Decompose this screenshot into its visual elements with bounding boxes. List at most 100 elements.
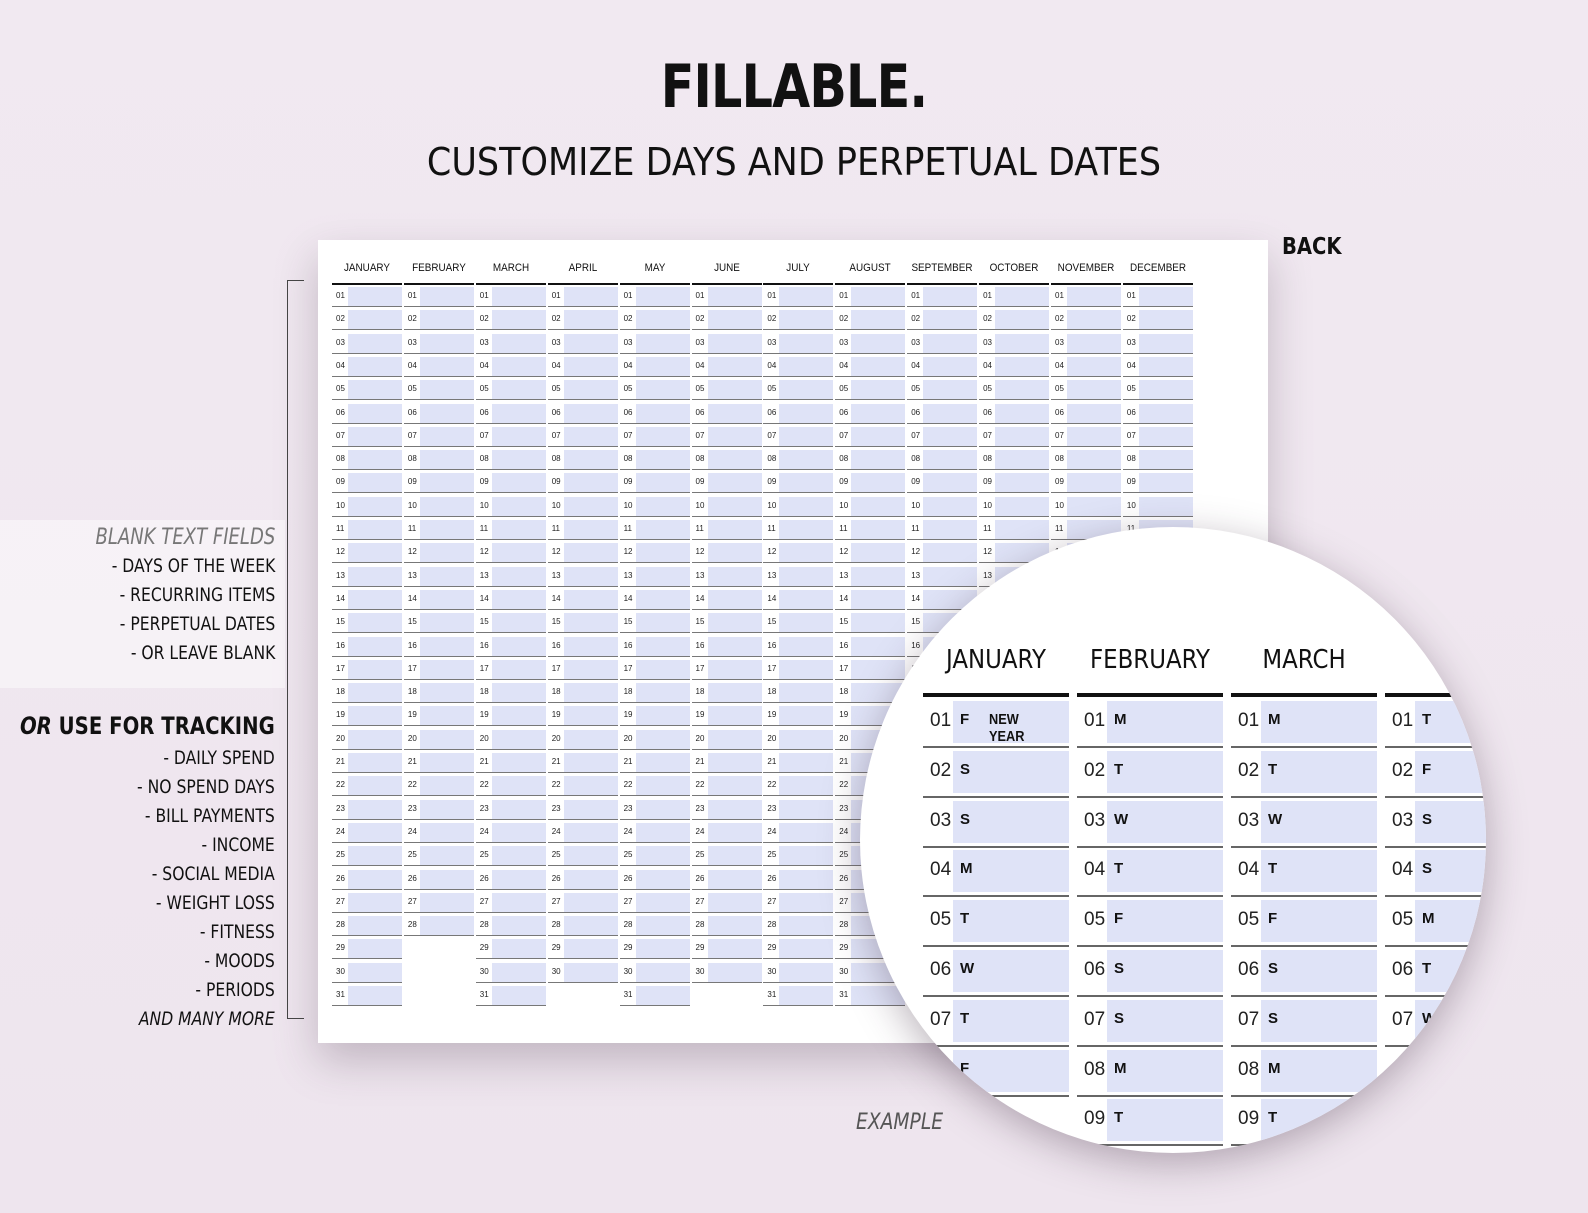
day-text-field[interactable] xyxy=(923,380,978,400)
day-text-field[interactable] xyxy=(635,822,690,842)
day-text-field[interactable] xyxy=(348,986,402,1005)
day-text-field[interactable] xyxy=(707,706,762,726)
day-text-field[interactable] xyxy=(1138,310,1193,330)
zoom-day-text-field[interactable] xyxy=(1415,850,1486,893)
day-text-field[interactable] xyxy=(995,496,1050,516)
day-text-field[interactable] xyxy=(491,892,546,912)
day-text-field[interactable] xyxy=(419,380,474,400)
day-text-field[interactable] xyxy=(707,520,762,539)
day-text-field[interactable] xyxy=(779,799,834,819)
day-text-field[interactable] xyxy=(779,287,834,306)
day-text-field[interactable] xyxy=(419,333,474,353)
day-text-field[interactable] xyxy=(635,683,690,703)
day-text-field[interactable] xyxy=(419,403,474,423)
day-text-field[interactable] xyxy=(779,496,834,516)
day-text-field[interactable] xyxy=(348,776,402,796)
zoom-day-text-field[interactable] xyxy=(1107,999,1223,1042)
day-text-field[interactable] xyxy=(707,473,762,493)
day-text-field[interactable] xyxy=(707,380,762,400)
day-text-field[interactable] xyxy=(635,939,690,959)
day-text-field[interactable] xyxy=(635,869,690,889)
day-text-field[interactable] xyxy=(635,729,690,749)
day-text-field[interactable] xyxy=(779,869,834,889)
day-text-field[interactable] xyxy=(851,636,906,656)
day-text-field[interactable] xyxy=(563,729,618,749)
zoom-day-text-field[interactable] xyxy=(1107,701,1223,743)
day-text-field[interactable] xyxy=(419,916,474,936)
day-text-field[interactable] xyxy=(491,776,546,796)
day-text-field[interactable] xyxy=(563,380,618,400)
day-text-field[interactable] xyxy=(419,543,474,563)
day-text-field[interactable] xyxy=(491,380,546,400)
day-text-field[interactable] xyxy=(348,356,402,376)
day-text-field[interactable] xyxy=(635,846,690,866)
zoom-day-text-field[interactable] xyxy=(1107,1049,1223,1092)
day-text-field[interactable] xyxy=(635,520,690,539)
day-text-field[interactable] xyxy=(923,543,978,563)
day-text-field[interactable] xyxy=(348,566,402,586)
day-text-field[interactable] xyxy=(779,566,834,586)
day-text-field[interactable] xyxy=(563,916,618,936)
zoom-day-text-field[interactable] xyxy=(953,999,1069,1042)
zoom-day-text-field[interactable] xyxy=(1107,750,1223,793)
day-text-field[interactable] xyxy=(491,496,546,516)
day-text-field[interactable] xyxy=(348,753,402,772)
day-text-field[interactable] xyxy=(707,589,762,609)
day-text-field[interactable] xyxy=(707,450,762,470)
day-text-field[interactable] xyxy=(1138,473,1193,493)
day-text-field[interactable] xyxy=(419,450,474,470)
day-text-field[interactable] xyxy=(779,543,834,563)
day-text-field[interactable] xyxy=(1067,473,1121,493)
day-text-field[interactable] xyxy=(851,333,906,353)
day-text-field[interactable] xyxy=(635,916,690,936)
day-text-field[interactable] xyxy=(995,287,1050,306)
zoom-day-text-field[interactable] xyxy=(1261,701,1377,743)
day-text-field[interactable] xyxy=(491,962,546,982)
day-text-field[interactable] xyxy=(923,520,978,539)
day-text-field[interactable] xyxy=(779,706,834,726)
day-text-field[interactable] xyxy=(851,589,906,609)
day-text-field[interactable] xyxy=(995,380,1050,400)
day-text-field[interactable] xyxy=(779,683,834,703)
day-text-field[interactable] xyxy=(563,543,618,563)
day-text-field[interactable] xyxy=(779,589,834,609)
day-text-field[interactable] xyxy=(491,310,546,330)
day-text-field[interactable] xyxy=(707,753,762,772)
day-text-field[interactable] xyxy=(635,799,690,819)
day-text-field[interactable] xyxy=(707,287,762,306)
day-text-field[interactable] xyxy=(419,892,474,912)
day-text-field[interactable] xyxy=(348,496,402,516)
day-text-field[interactable] xyxy=(563,613,618,633)
day-text-field[interactable] xyxy=(563,753,618,772)
day-text-field[interactable] xyxy=(635,473,690,493)
day-text-field[interactable] xyxy=(348,869,402,889)
day-text-field[interactable] xyxy=(851,659,906,679)
day-text-field[interactable] xyxy=(348,822,402,842)
day-text-field[interactable] xyxy=(923,403,978,423)
day-text-field[interactable] xyxy=(348,333,402,353)
day-text-field[interactable] xyxy=(779,403,834,423)
day-text-field[interactable] xyxy=(491,543,546,563)
day-text-field[interactable] xyxy=(419,753,474,772)
day-text-field[interactable] xyxy=(563,683,618,703)
day-text-field[interactable] xyxy=(635,380,690,400)
zoom-day-text-field[interactable] xyxy=(1261,1099,1377,1142)
day-text-field[interactable] xyxy=(851,426,906,446)
day-text-field[interactable] xyxy=(707,869,762,889)
day-text-field[interactable] xyxy=(779,776,834,796)
day-text-field[interactable] xyxy=(635,566,690,586)
day-text-field[interactable] xyxy=(491,356,546,376)
day-text-field[interactable] xyxy=(348,450,402,470)
day-text-field[interactable] xyxy=(491,403,546,423)
zoom-day-text-field[interactable] xyxy=(953,950,1069,992)
day-text-field[interactable] xyxy=(707,729,762,749)
day-text-field[interactable] xyxy=(491,753,546,772)
day-text-field[interactable] xyxy=(635,962,690,982)
day-text-field[interactable] xyxy=(563,356,618,376)
zoom-day-text-field[interactable] xyxy=(1261,950,1377,992)
zoom-day-text-field[interactable] xyxy=(1261,1049,1377,1092)
day-text-field[interactable] xyxy=(419,613,474,633)
day-text-field[interactable] xyxy=(563,799,618,819)
day-text-field[interactable] xyxy=(779,939,834,959)
day-text-field[interactable] xyxy=(419,846,474,866)
